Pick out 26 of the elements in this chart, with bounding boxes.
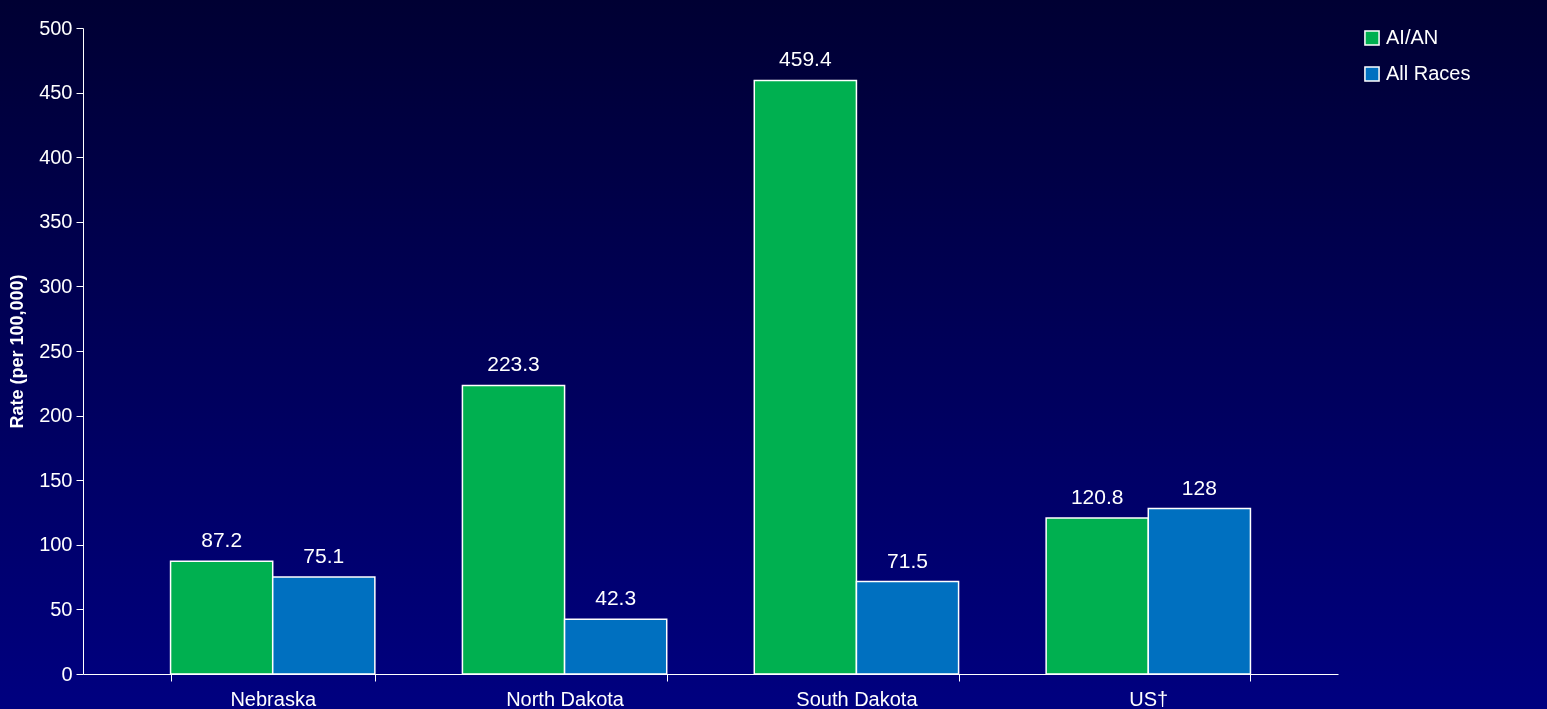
y-tick-label: 50 [50,597,73,620]
y-tick-label: 450 [39,81,73,104]
x-tick-label: Nebraska [230,687,317,709]
x-tick-label: North Dakota [506,687,625,709]
data-label: 223.3 [487,352,540,376]
y-tick-label: 400 [39,145,73,168]
y-tick-label: 250 [39,339,73,362]
data-label: 87.2 [201,528,243,552]
data-label: 459.4 [779,47,832,71]
y-tick-label: 350 [39,210,73,233]
y-axis-title: Rate (per 100,000) [7,274,28,429]
data-label: 128 [1181,475,1217,499]
y-tick-label: 200 [39,404,73,427]
y-tick-label: 500 [39,16,73,39]
y-tick-label: 300 [39,274,73,297]
data-label: 71.5 [887,548,928,572]
data-label: 75.1 [303,543,345,567]
y-tick-label: 150 [39,468,73,491]
legend-label: AI/AN [1386,26,1439,48]
data-label: 42.3 [595,586,637,610]
y-tick-label: 100 [39,533,73,556]
legend-label: All Races [1386,62,1471,84]
x-tick-label: US† [1129,687,1169,709]
y-tick-label: 0 [61,662,73,685]
x-tick-label: South Dakota [796,687,919,709]
data-label: 120.8 [1070,484,1124,508]
